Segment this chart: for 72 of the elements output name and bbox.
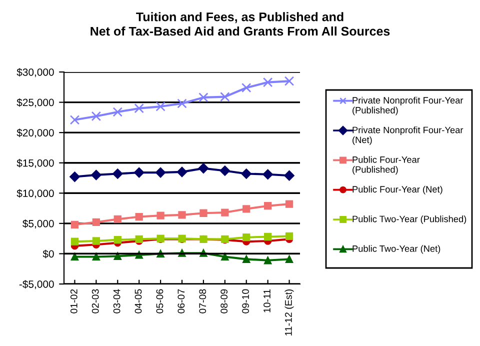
y-tick-label: $25,000 <box>16 98 54 108</box>
legend-label: Public Two-Year (Published) <box>352 216 466 224</box>
x-tick-label: 10-11 <box>264 289 270 312</box>
point <box>112 107 122 117</box>
point <box>70 220 79 228</box>
point <box>134 103 144 114</box>
x-tick-label: 08-09 <box>220 289 228 314</box>
x-tick-label: 06-07 <box>178 289 185 314</box>
point <box>135 212 143 221</box>
point <box>284 76 294 86</box>
point <box>155 167 166 178</box>
y-tick-label: $20,000 <box>16 128 54 138</box>
point <box>200 209 208 217</box>
point <box>221 252 229 261</box>
point <box>177 98 187 108</box>
point <box>70 114 80 125</box>
y-tick-label: $0 <box>42 250 54 258</box>
legend-label: Public Four-Year (Published) <box>352 156 420 175</box>
x-tick-label: 02-03 <box>92 289 99 314</box>
point <box>284 170 294 181</box>
point <box>92 237 100 245</box>
legend-label: Private Nonprofit Four-Year (Published) <box>352 96 464 116</box>
point <box>70 238 79 246</box>
point <box>70 252 79 261</box>
x-tick-label: 11-12 (Est) <box>284 289 294 336</box>
point <box>91 111 102 122</box>
point <box>264 202 272 210</box>
y-tick-label: $30,000 <box>16 68 54 78</box>
y-tick-label: $15,000 <box>16 158 54 168</box>
x-tick-label: 01-02 <box>70 289 78 314</box>
point <box>220 166 230 176</box>
point <box>70 172 80 182</box>
y-tick-label: $10,000 <box>16 189 54 198</box>
point <box>198 92 208 102</box>
x-tick-label: 07-08 <box>199 289 206 314</box>
point <box>92 252 100 261</box>
point <box>285 255 294 263</box>
point <box>92 218 100 226</box>
point <box>221 208 229 216</box>
point <box>242 255 250 263</box>
point <box>178 211 186 219</box>
point <box>262 169 273 180</box>
point <box>285 232 294 240</box>
point <box>264 256 272 264</box>
point <box>285 200 294 208</box>
legend-label: Private Nonprofit Four-Year (Net) <box>352 126 464 145</box>
point <box>242 82 252 93</box>
x-tick-label: 04-05 <box>134 289 142 314</box>
point <box>156 212 164 220</box>
point <box>114 215 122 224</box>
point <box>242 234 250 242</box>
x-tick-label: 03-04 <box>113 289 120 314</box>
point <box>198 163 209 174</box>
point <box>112 168 123 179</box>
legend-label: Public Four-Year (Net) <box>352 186 442 194</box>
point <box>242 205 250 213</box>
point <box>134 167 144 178</box>
x-tick-label: 05-06 <box>156 289 164 314</box>
y-tick-label: $5,000 <box>22 219 54 229</box>
legend-label: Public Two-Year (Net) <box>352 245 440 254</box>
x-tick-label: 09-10 <box>242 289 249 314</box>
point <box>220 92 230 102</box>
point <box>262 77 273 88</box>
point <box>114 252 122 260</box>
point <box>156 102 166 112</box>
y-tick-label: -$5,000 <box>19 280 54 290</box>
point <box>241 168 252 179</box>
chart-title: Tuition and Fees, as Published and Net of Tax-Based Aid and Grants From All Sources <box>90 12 390 36</box>
point <box>176 166 188 178</box>
point <box>114 236 122 244</box>
point <box>264 232 272 241</box>
point <box>91 170 102 180</box>
